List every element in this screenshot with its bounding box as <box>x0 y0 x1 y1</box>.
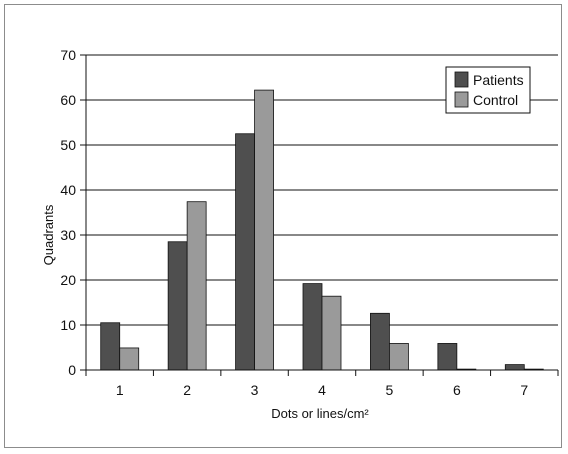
y-axis-title: Quadrants <box>41 204 56 265</box>
legend-swatch-control <box>454 91 469 108</box>
bar-patients-5 <box>370 312 390 371</box>
bar-control-2 <box>186 201 207 371</box>
y-tick-label: 70 <box>60 47 76 63</box>
x-tick-label: 2 <box>183 382 191 398</box>
x-tick-label: 4 <box>318 382 326 398</box>
x-tick-label: 5 <box>386 382 394 398</box>
legend-swatch-patients <box>454 71 469 88</box>
y-tick-label: 0 <box>68 362 76 378</box>
bar-patients-6 <box>437 343 458 371</box>
bar-patients-1 <box>100 322 121 371</box>
legend-label-control: Control <box>473 92 518 108</box>
legend: Patients Control <box>445 66 531 114</box>
bar-patients-2 <box>167 241 188 371</box>
x-tick-label: 3 <box>251 382 259 398</box>
y-tick-labels: 0 10 20 30 40 50 60 70 <box>60 47 76 378</box>
y-tick-label: 50 <box>60 137 76 153</box>
y-tick-label: 10 <box>60 317 76 333</box>
x-tick-label: 1 <box>116 382 124 398</box>
bar-patients-3 <box>235 133 255 371</box>
x-tick-label: 6 <box>453 382 461 398</box>
axes <box>80 54 559 376</box>
bar-patients-7 <box>504 364 525 371</box>
x-axis-title: Dots or lines/cm² <box>271 406 369 421</box>
bars <box>100 89 544 371</box>
bar-control-4 <box>321 295 342 371</box>
bar-patients-4 <box>302 283 323 371</box>
x-tick-labels: 1 2 3 4 5 6 7 <box>116 382 529 398</box>
legend-label-patients: Patients <box>473 72 524 88</box>
y-tick-label: 30 <box>60 227 76 243</box>
x-tick-label: 7 <box>520 382 528 398</box>
bar-control-5 <box>389 343 409 371</box>
bar-control-1 <box>119 347 140 371</box>
bar-control-3 <box>254 89 274 371</box>
y-tick-label: 40 <box>60 182 76 198</box>
y-tick-label: 20 <box>60 272 76 288</box>
y-tick-label: 60 <box>60 92 76 108</box>
